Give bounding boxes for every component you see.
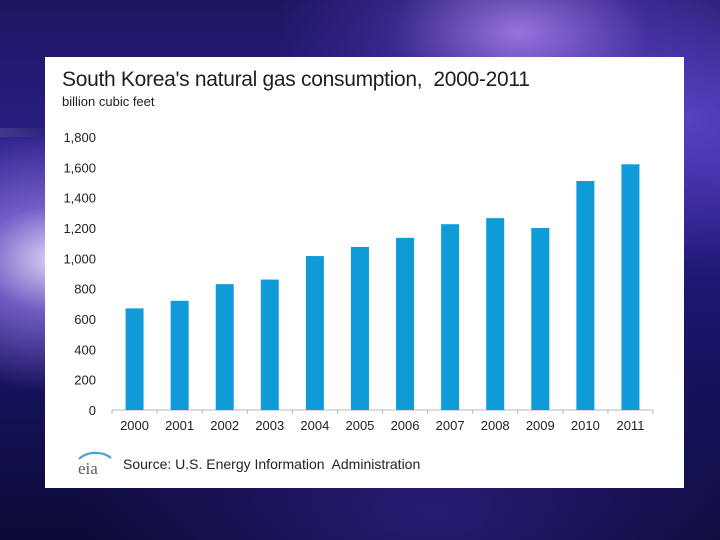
x-tick-labels: 2000 2001 2002 2003 2004 2005 2006 2007 2008 2009…	[120, 418, 644, 433]
eia-logo: eia	[78, 451, 112, 478]
bar-2008	[486, 218, 505, 410]
x-tick-label: 2003	[255, 418, 284, 433]
bar-2007	[441, 224, 460, 410]
x-tick-label: 2011	[616, 418, 644, 433]
bar-2002	[215, 284, 234, 410]
y-tick-label: 0	[89, 403, 96, 418]
source-note: Source: U.S. Energy Information Administ…	[123, 456, 421, 472]
x-tick-label: 2004	[300, 418, 329, 433]
bar-2003	[260, 279, 279, 410]
chart-subtitle: billion cubic feet	[62, 94, 155, 109]
x-tick-label: 2008	[481, 418, 510, 433]
y-tick-label: 1,200	[63, 221, 96, 236]
x-tick-label: 2006	[391, 418, 420, 433]
x-tick-label: 2001	[165, 418, 194, 433]
chart-panel: South Korea's natural gas consumption, 2…	[45, 57, 684, 488]
y-tick-label: 1,400	[63, 191, 96, 206]
bar-2011	[621, 164, 640, 410]
bar-2010	[576, 180, 595, 410]
x-tick-label: 2002	[210, 418, 239, 433]
y-tick-label: 1,000	[63, 251, 96, 266]
y-tick-label: 800	[74, 282, 96, 297]
y-tick-label: 600	[74, 312, 96, 327]
x-axis-ticks	[111, 410, 654, 414]
y-tick-label: 400	[74, 342, 96, 357]
y-tick-label: 200	[74, 373, 96, 388]
y-tick-labels: 0 200 400 600 800 1,000 1,200 1,400 1,600 1,800	[63, 130, 96, 418]
decorative-side-bar	[0, 128, 50, 137]
bars	[125, 164, 640, 410]
bar-2009	[531, 228, 550, 410]
eia-logo-text: eia	[78, 459, 98, 478]
chart-title: South Korea's natural gas consumption, 2…	[62, 68, 530, 91]
x-tick-label: 2009	[526, 418, 555, 433]
y-tick-label: 1,800	[63, 130, 96, 145]
x-tick-label: 2010	[571, 418, 600, 433]
bar-2001	[170, 300, 189, 410]
x-tick-label: 2007	[436, 418, 465, 433]
bar-2004	[305, 256, 324, 410]
bar-chart: 0 200 400 600 800 1,000 1,200 1,400 1,600 1,800 2…	[63, 130, 654, 433]
x-tick-label: 2000	[120, 418, 149, 433]
y-tick-label: 1,600	[63, 160, 96, 175]
chart-footer: eia Source: U.S. Energy Information Admi…	[75, 450, 420, 478]
bar-2006	[396, 237, 415, 410]
bar-2000	[125, 308, 144, 410]
bar-2005	[350, 246, 369, 410]
x-tick-label: 2005	[345, 418, 374, 433]
